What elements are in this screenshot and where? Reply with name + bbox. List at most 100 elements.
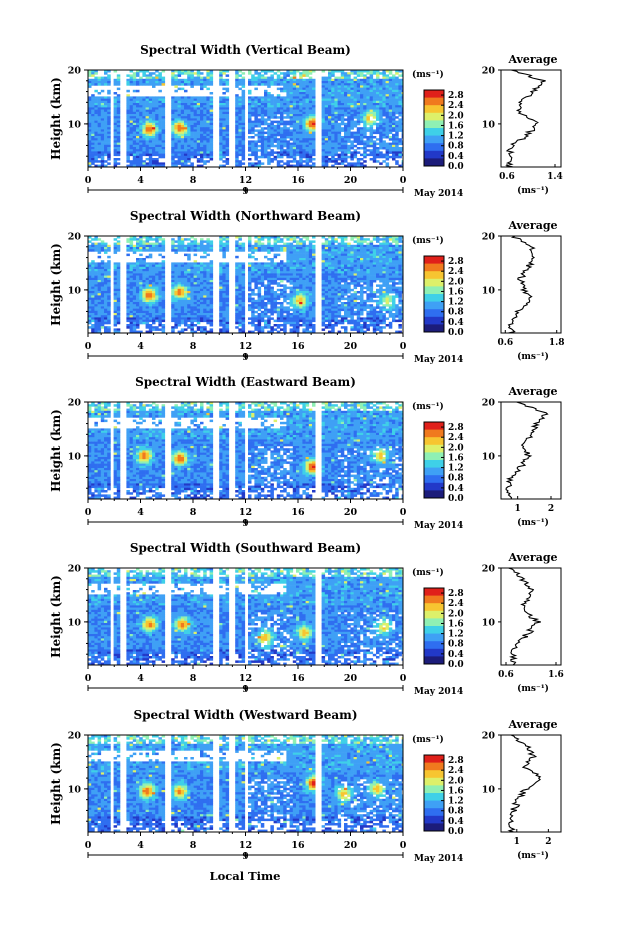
heatmap-cell: [152, 242, 156, 246]
heatmap-cell: [321, 70, 326, 73]
heatmap-cell: [184, 244, 188, 248]
heatmap-cell: [222, 114, 226, 117]
heatmap-cell: [206, 107, 210, 110]
heatmap-cell: [360, 253, 364, 257]
heatmap-cell: [174, 162, 178, 165]
heatmap-cell: [350, 103, 354, 106]
heatmap-cell: [267, 111, 271, 115]
heatmap-cell: [241, 76, 246, 80]
heatmap-cell: [187, 277, 191, 281]
heatmap-cell: [264, 153, 268, 157]
heatmap-cell: [388, 72, 393, 75]
heatmap-cell: [142, 140, 146, 143]
heatmap-cell: [331, 238, 335, 241]
heatmap-cell: [350, 78, 354, 82]
heatmap-cell: [340, 127, 345, 130]
heatmap-cell: [225, 78, 230, 82]
heatmap-cell: [267, 83, 271, 86]
heatmap-cell: [129, 277, 134, 281]
heatmap-cell: [155, 100, 159, 104]
heatmap-cell: [283, 138, 287, 141]
heatmap-cell: [200, 76, 204, 80]
heatmap-cell: [337, 142, 342, 146]
heatmap-cell: [203, 144, 207, 148]
heatmap-cell: [334, 114, 338, 117]
heatmap-cell: [388, 269, 393, 272]
heatmap-cell: [331, 118, 335, 121]
heatmap-cell: [280, 160, 284, 163]
heatmap-cell: [222, 133, 226, 137]
heatmap-cell: [219, 275, 223, 279]
heatmap-cell: [267, 277, 271, 281]
heatmap-cell: [286, 96, 290, 99]
heatmap-cell: [184, 89, 188, 93]
heatmap-cell: [145, 136, 150, 139]
heatmap-cell: [222, 127, 226, 130]
heatmap-cell: [376, 111, 380, 115]
heatmap-cell: [292, 96, 297, 99]
heatmap-cell: [254, 264, 258, 268]
heatmap-cell: [385, 127, 390, 130]
heatmap-cell: [264, 120, 268, 124]
heatmap-cell: [398, 269, 402, 272]
heatmap-cell: [251, 153, 255, 157]
heatmap-cell: [145, 74, 150, 77]
heatmap-cell: [398, 155, 402, 159]
heatmap-cell: [148, 109, 153, 113]
heatmap-cell: [225, 269, 230, 272]
heatmap-cell: [254, 111, 258, 115]
heatmap-cell: [126, 109, 130, 113]
heatmap-cell: [337, 249, 342, 252]
heatmap-cell: [270, 76, 274, 80]
heatmap-cell: [324, 111, 329, 115]
heatmap-cell: [308, 251, 313, 254]
heatmap-cell: [139, 269, 143, 272]
colorbar-segment: [424, 128, 444, 131]
heatmap-cell: [324, 114, 329, 117]
heatmap-cell: [200, 129, 204, 132]
heatmap-cell: [116, 247, 121, 250]
heatmap-cell: [136, 98, 140, 102]
heatmap-cell: [142, 273, 146, 276]
heatmap-cell: [369, 271, 374, 274]
heatmap-cell: [94, 266, 98, 270]
heatmap-cell: [395, 72, 399, 75]
heatmap-cell: [241, 103, 246, 106]
heatmap-cell: [139, 114, 143, 117]
heatmap-cell: [206, 140, 210, 143]
heatmap-cell: [280, 151, 284, 154]
heatmap-cell: [94, 118, 98, 121]
heatmap-cell: [372, 144, 377, 148]
heatmap-cell: [171, 247, 175, 250]
heatmap-cell: [129, 275, 134, 279]
heatmap-cell: [91, 83, 95, 86]
heatmap-cell: [366, 85, 370, 88]
heatmap-cell: [129, 103, 134, 106]
heatmap-cell: [225, 114, 230, 117]
heatmap-cell: [251, 271, 255, 274]
heatmap-cell: [350, 125, 354, 128]
heatmap-cell: [136, 160, 140, 163]
heatmap-cell: [88, 133, 92, 137]
heatmap-cell: [376, 76, 380, 80]
heatmap-cell: [340, 120, 345, 124]
heatmap-cell: [193, 153, 198, 157]
heatmap-cell: [296, 264, 300, 268]
heatmap-cell: [225, 96, 230, 99]
heatmap-cell: [148, 282, 153, 285]
heatmap-cell: [248, 111, 252, 115]
heatmap-cell: [324, 153, 329, 157]
heatmap-cell: [401, 92, 403, 95]
heatmap-cell: [174, 133, 178, 137]
heatmap-cell: [334, 280, 338, 283]
heatmap-cell: [209, 147, 214, 150]
heatmap-cell: [193, 280, 198, 283]
heatmap-cell: [148, 136, 153, 139]
heatmap-cell: [379, 100, 383, 104]
heatmap-cell: [104, 96, 108, 99]
heatmap-cell: [248, 269, 252, 272]
heatmap-cell: [344, 105, 348, 108]
heatmap-cell: [267, 107, 271, 110]
heatmap-cell: [324, 280, 329, 283]
heatmap-cell: [177, 81, 182, 84]
